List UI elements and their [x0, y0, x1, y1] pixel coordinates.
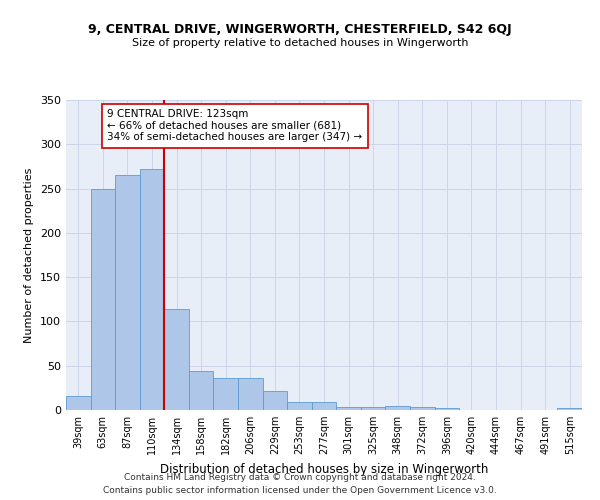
Bar — [238, 378, 263, 410]
Bar — [410, 408, 434, 410]
Bar — [189, 371, 214, 410]
Bar — [312, 402, 336, 410]
Bar — [336, 408, 361, 410]
Bar — [214, 378, 238, 410]
X-axis label: Distribution of detached houses by size in Wingerworth: Distribution of detached houses by size … — [160, 462, 488, 475]
Bar — [385, 406, 410, 410]
Text: Size of property relative to detached houses in Wingerworth: Size of property relative to detached ho… — [132, 38, 468, 48]
Bar — [263, 390, 287, 410]
Bar — [361, 408, 385, 410]
Bar — [287, 402, 312, 410]
Text: Contains HM Land Registry data © Crown copyright and database right 2024.: Contains HM Land Registry data © Crown c… — [124, 472, 476, 482]
Bar — [434, 408, 459, 410]
Bar — [164, 309, 189, 410]
Text: Contains public sector information licensed under the Open Government Licence v3: Contains public sector information licen… — [103, 486, 497, 495]
Bar — [66, 396, 91, 410]
Bar — [115, 176, 140, 410]
Bar — [140, 169, 164, 410]
Bar — [557, 408, 582, 410]
Text: 9, CENTRAL DRIVE, WINGERWORTH, CHESTERFIELD, S42 6QJ: 9, CENTRAL DRIVE, WINGERWORTH, CHESTERFI… — [88, 22, 512, 36]
Text: 9 CENTRAL DRIVE: 123sqm
← 66% of detached houses are smaller (681)
34% of semi-d: 9 CENTRAL DRIVE: 123sqm ← 66% of detache… — [107, 110, 362, 142]
Y-axis label: Number of detached properties: Number of detached properties — [25, 168, 34, 342]
Bar — [91, 190, 115, 410]
